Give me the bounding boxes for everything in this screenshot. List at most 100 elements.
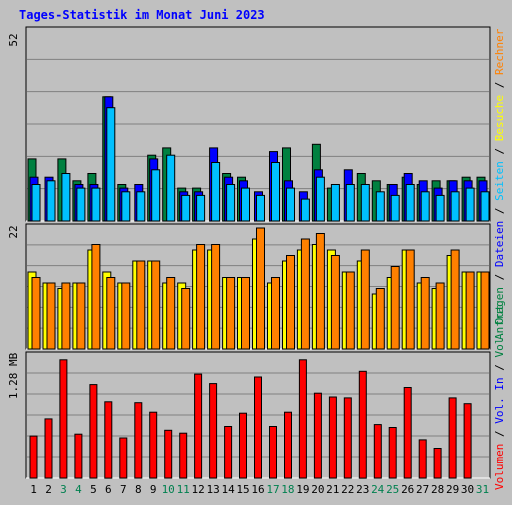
x-tick-label: 23	[356, 483, 369, 496]
bar-volumen	[74, 433, 83, 479]
x-tick-label: 12	[191, 483, 204, 496]
bar-volumen	[164, 429, 173, 479]
legend-entry: Dateien	[493, 221, 506, 267]
x-axis-day-labels: 1 2 3 4 5 6 7 8 9 10 11 12 13 14 15 16 17 18 19 20 21 22 23 24 2…	[30, 483, 489, 496]
bar-rechner	[390, 266, 400, 350]
panel-hits-files-pages	[25, 26, 491, 222]
bar-rechner	[181, 288, 191, 350]
x-tick-label: 17	[266, 483, 279, 496]
y-tick-label-top: 52	[7, 33, 20, 46]
bar-seiten	[271, 162, 280, 222]
bar-rechner	[76, 282, 86, 350]
x-tick-label: 29	[446, 483, 459, 496]
bar-seiten	[300, 198, 310, 222]
panel-visits-sites	[25, 223, 491, 350]
x-tick-label: 6	[105, 483, 112, 496]
legend-entry: Anfragen	[493, 287, 506, 340]
bar-rechner	[226, 277, 236, 350]
x-tick-label: 10	[162, 483, 175, 496]
bar-rechner	[375, 288, 385, 350]
x-tick-label: 25	[386, 483, 399, 496]
x-tick-label: 3	[60, 483, 67, 496]
bar-volumen	[89, 384, 98, 479]
bar-rechner	[271, 277, 280, 350]
x-tick-label: 26	[401, 483, 414, 496]
bar-volumen	[418, 439, 427, 479]
legend-entry: Besuche	[493, 95, 506, 141]
bar-rechner	[256, 227, 265, 350]
bar-seiten	[435, 194, 445, 222]
bar-seiten	[405, 184, 415, 222]
bar-volumen	[254, 376, 262, 479]
legend-entry: Vol. Out	[493, 305, 506, 358]
x-tick-label: 18	[281, 483, 294, 496]
bar-seiten	[286, 187, 295, 222]
bar-rechner	[345, 271, 355, 350]
legend-entry: Rechner	[493, 28, 506, 75]
bar-seiten	[330, 184, 340, 222]
bar-rechner	[136, 260, 146, 350]
bar-volumen	[313, 392, 322, 479]
bar-seiten	[420, 191, 430, 222]
bar-rechner	[300, 238, 310, 350]
bar-volumen	[29, 435, 38, 479]
bar-volumen	[328, 396, 337, 479]
x-tick-label: 16	[251, 483, 264, 496]
x-tick-label: 7	[120, 483, 127, 496]
bar-volumen	[119, 437, 128, 479]
x-tick-label: 2	[45, 483, 52, 496]
bar-rechner	[166, 277, 176, 350]
bar-seiten	[241, 187, 250, 222]
bar-seiten	[151, 169, 161, 222]
y-tick-label-mid: 22	[7, 225, 20, 238]
bar-rechner	[330, 255, 340, 350]
bar-seiten	[390, 194, 400, 222]
bar-rechner	[121, 282, 131, 350]
bar-seiten	[46, 180, 56, 222]
bar-volumen	[388, 427, 397, 479]
x-tick-label: 15	[236, 483, 249, 496]
x-tick-label: 31	[476, 483, 489, 496]
x-tick-label: 22	[341, 483, 354, 496]
x-tick-label: 21	[326, 483, 339, 496]
bar-rechner	[420, 277, 430, 350]
legend-entry: /	[493, 267, 506, 287]
bar-seiten	[31, 184, 41, 222]
bar-seiten	[315, 176, 325, 222]
bar-volumen	[239, 412, 247, 479]
bar-volumen	[149, 411, 158, 479]
panel-volume	[25, 351, 491, 479]
bar-volumen	[448, 397, 457, 479]
x-tick-label: 5	[90, 483, 97, 496]
bar-rechner	[31, 277, 41, 350]
bar-rechner	[241, 277, 250, 350]
legend-entry: /	[493, 75, 506, 95]
bar-volumen	[44, 418, 53, 479]
bar-seiten	[76, 187, 86, 222]
bar-seiten	[196, 194, 206, 222]
x-tick-label: 4	[75, 483, 82, 496]
bar-volumen	[209, 383, 218, 479]
bar-seiten	[211, 162, 221, 222]
bar-rechner	[450, 249, 460, 350]
bar-seiten	[226, 184, 236, 222]
bar-volumen	[463, 403, 472, 479]
bar-seiten	[256, 194, 265, 222]
bar-rechner	[465, 271, 475, 350]
bar-rechner	[315, 233, 325, 350]
x-tick-label: 9	[150, 483, 157, 496]
bar-rechner	[151, 260, 161, 350]
bar-seiten	[121, 191, 131, 222]
legend-entry: /	[493, 141, 506, 161]
y-tick-label-bot: 1.28 MB	[7, 352, 20, 399]
x-tick-label: 19	[296, 483, 309, 496]
bar-seiten	[61, 173, 71, 222]
x-tick-label: 24	[371, 483, 385, 496]
bar-volumen	[343, 397, 352, 479]
bar-seiten	[360, 184, 370, 222]
bar-volumen	[179, 432, 188, 479]
bar-volumen	[134, 402, 143, 479]
legend-entry: Seiten	[493, 161, 506, 201]
bar-rechner	[46, 282, 56, 350]
